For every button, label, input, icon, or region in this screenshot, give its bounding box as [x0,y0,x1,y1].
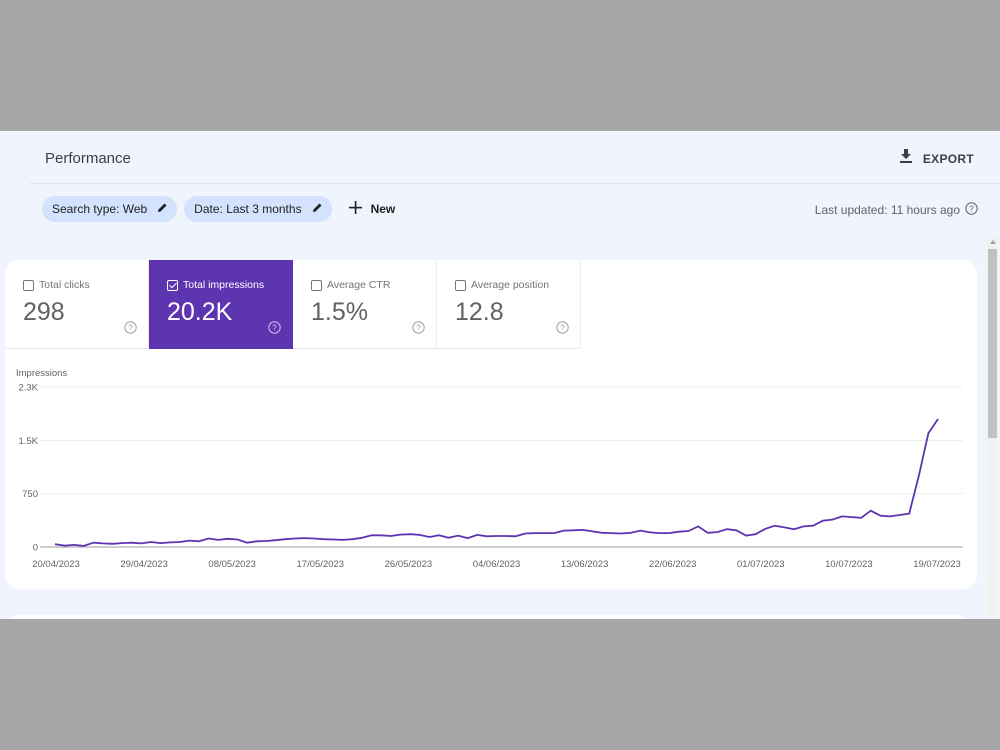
queries-card [5,615,970,619]
svg-text:?: ? [128,323,133,332]
checkbox[interactable] [455,279,466,291]
x-tick-label: 22/06/2023 [649,559,697,570]
x-tick-label: 20/04/2023 [32,559,80,570]
help-icon[interactable]: ? [965,202,978,218]
metric-tabs: Total clicks 298 ? Total impressions 20.… [5,260,581,349]
page-header: Performance EXPORT [0,131,1000,184]
vertical-scrollbar[interactable] [987,237,998,619]
date-range-chip[interactable]: Date: Last 3 months [184,196,332,222]
svg-text:?: ? [969,204,974,213]
checkbox[interactable] [23,279,34,291]
pencil-icon [312,202,323,216]
svg-text:?: ? [272,323,277,332]
header-divider [30,183,1000,184]
svg-text:?: ? [416,323,421,332]
last-updated: Last updated: 11 hours ago ? [815,202,978,218]
scrollbar-thumb[interactable] [988,249,997,438]
metric-total-clicks[interactable]: Total clicks 298 ? [5,260,149,349]
x-tick-label: 08/05/2023 [208,559,256,570]
metric-label: Average position [471,279,550,291]
metric-label: Average CTR [327,279,391,291]
chip-label: Date: Last 3 months [194,202,302,216]
page-title: Performance [45,150,131,167]
metric-label: Total clicks [39,279,90,291]
x-tick-label: 17/05/2023 [297,559,345,570]
svg-text:?: ? [560,323,565,332]
new-filter-button[interactable]: New [348,201,396,217]
x-tick-label: 10/07/2023 [825,559,873,570]
scroll-up-arrow-icon[interactable] [990,240,996,244]
filter-bar: Search type: Web Date: Last 3 months New [42,196,395,222]
new-label: New [370,202,396,216]
y-tick-label: 2.3K [18,383,38,394]
metric-label: Total impressions [183,279,265,291]
help-icon[interactable]: ? [268,321,281,339]
metric-average-position[interactable]: Average position 12.8 ? [437,260,581,349]
x-tick-label: 13/06/2023 [561,559,609,570]
metric-average-ctr[interactable]: Average CTR 1.5% ? [293,260,437,349]
x-tick-label: 19/07/2023 [913,559,961,570]
impressions-series-line [54,418,939,547]
help-icon[interactable]: ? [412,321,425,339]
impressions-line-chart[interactable]: Impressions 0 750 1.5K 2.3K 20/04/2023 29/04/2… [5,360,977,589]
y-tick-label: 0 [33,543,38,554]
y-tick-label: 1.5K [18,436,38,447]
x-tick-label: 26/05/2023 [385,559,433,570]
x-tick-label: 04/06/2023 [473,559,521,570]
checkbox-checked[interactable] [167,279,178,291]
checkbox[interactable] [311,279,322,291]
x-tick-label: 01/07/2023 [737,559,785,570]
pencil-icon [157,202,168,216]
search-type-chip[interactable]: Search type: Web [42,196,178,222]
plus-icon [348,201,362,217]
performance-card: Total clicks 298 ? Total impressions 20.… [5,260,977,589]
performance-page: Performance EXPORT Search type: Web Date… [0,131,1000,619]
help-icon[interactable]: ? [556,321,569,339]
help-icon[interactable]: ? [124,321,137,339]
export-label: EXPORT [922,152,974,166]
chip-label: Search type: Web [52,202,148,216]
x-tick-label: 29/04/2023 [120,559,168,570]
metric-value: 12.8 [455,298,504,326]
metric-total-impressions[interactable]: Total impressions 20.2K ? [149,260,293,349]
export-button[interactable]: EXPORT [899,149,974,169]
metric-value: 20.2K [167,298,233,326]
metric-value: 1.5% [311,298,368,326]
y-axis-label: Impressions [16,368,67,379]
metric-value: 298 [23,298,65,326]
download-icon [899,149,913,169]
last-updated-text: Last updated: 11 hours ago [814,203,960,217]
y-tick-label: 750 [22,489,38,500]
